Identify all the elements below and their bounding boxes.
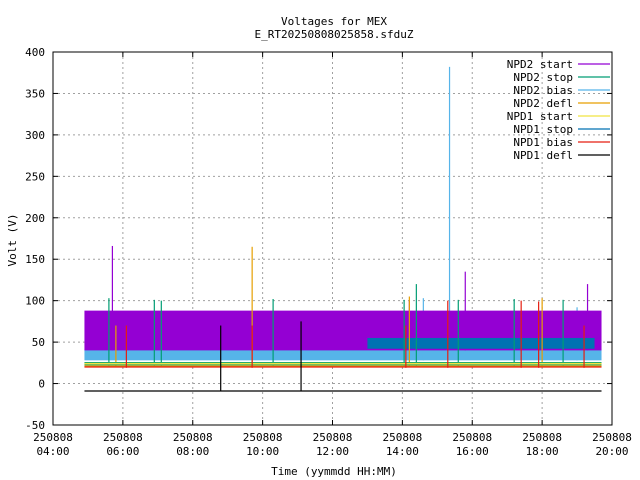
x-tick-date: 250808 — [243, 431, 283, 444]
chart-title: Voltages for MEX — [281, 15, 387, 28]
series-npd1-defl — [84, 321, 602, 392]
y-tick-label: 300 — [25, 129, 45, 142]
x-tick-time: 04:00 — [36, 445, 69, 458]
series-band — [367, 337, 595, 349]
series-npd1-start — [84, 362, 602, 365]
chart-subtitle: E_RT20250808025858.sfduZ — [255, 28, 414, 41]
x-tick-time: 18:00 — [526, 445, 559, 458]
x-tick-time: 06:00 — [106, 445, 139, 458]
series-band — [84, 365, 602, 367]
x-tick-time: 10:00 — [246, 445, 279, 458]
y-axis-label: Volt (V) — [6, 214, 19, 267]
legend-label: NPD1 bias — [513, 136, 573, 149]
y-tick-label: 250 — [25, 170, 45, 183]
x-tick-time: 16:00 — [456, 445, 489, 458]
legend-label: NPD2 bias — [513, 84, 573, 97]
legend-label: NPD1 stop — [513, 123, 573, 136]
y-tick-label: 0 — [38, 378, 45, 391]
legend-label: NPD2 stop — [513, 71, 573, 84]
y-tick-label: -50 — [25, 419, 45, 432]
legend-label: NPD2 defl — [513, 97, 573, 110]
x-tick-time: 20:00 — [595, 445, 628, 458]
y-tick-label: 400 — [25, 46, 45, 59]
y-tick-label: 350 — [25, 87, 45, 100]
series-npd1-stop — [367, 337, 595, 349]
legend-label: NPD2 start — [507, 58, 573, 71]
x-axis-ticks: 25080804:0025080806:0025080808:002508081… — [33, 52, 632, 458]
x-tick-date: 250808 — [173, 431, 213, 444]
x-tick-time: 08:00 — [176, 445, 209, 458]
x-tick-date: 250808 — [592, 431, 632, 444]
x-axis-label: Time (yymmdd HH:MM) — [271, 465, 397, 478]
y-tick-label: 100 — [25, 295, 45, 308]
x-tick-date: 250808 — [313, 431, 353, 444]
series-band — [84, 362, 602, 365]
y-axis-ticks: -50 0 50 100 150 200 250 300 350 400 — [25, 46, 612, 432]
y-tick-label: 50 — [32, 336, 45, 349]
x-tick-date: 250808 — [383, 431, 423, 444]
y-tick-label: 200 — [25, 212, 45, 225]
series-npd1-bias — [84, 300, 602, 368]
plot-data — [84, 66, 602, 392]
y-tick-label: 150 — [25, 253, 45, 266]
x-tick-time: 12:00 — [316, 445, 349, 458]
x-tick-date: 250808 — [103, 431, 143, 444]
legend-label: NPD1 defl — [513, 149, 573, 162]
x-tick-date: 250808 — [452, 431, 492, 444]
x-tick-date: 250808 — [522, 431, 562, 444]
legend-label: NPD1 start — [507, 110, 573, 123]
x-tick-time: 14:00 — [386, 445, 419, 458]
x-tick-date: 250808 — [33, 431, 73, 444]
series-band — [84, 348, 602, 361]
